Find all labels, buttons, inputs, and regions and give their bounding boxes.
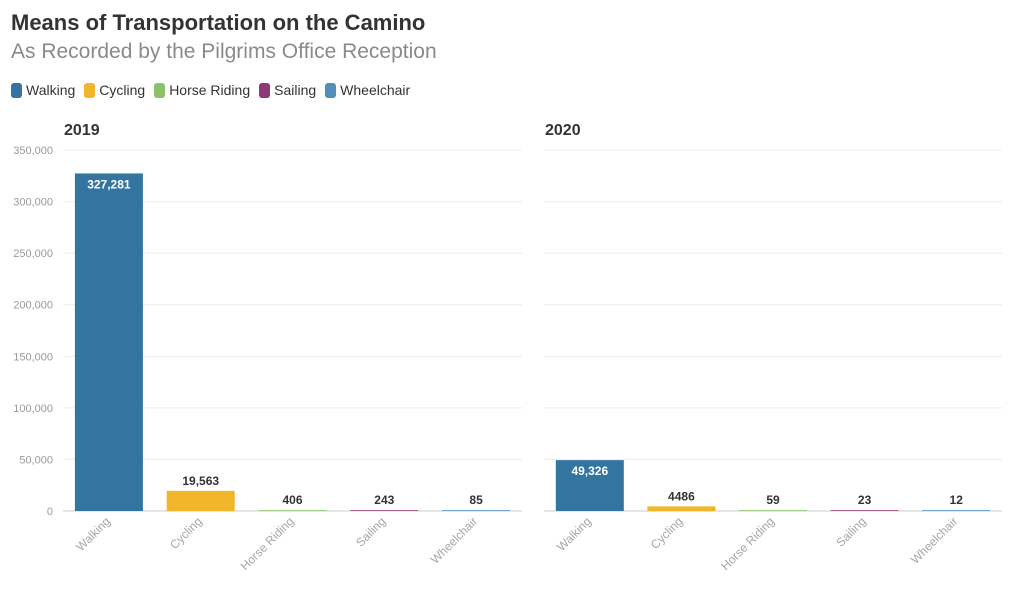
y-tick-label-2019-3: 150,000 [13, 351, 53, 363]
data-label-2019-cycling: 19,563 [182, 474, 219, 488]
chart-subtitle: As Recorded by the Pilgrims Office Recep… [11, 40, 437, 63]
y-tick-label-2019-7: 350,000 [13, 145, 53, 157]
data-label-2020-wheelchair: 12 [950, 493, 964, 507]
bar-2020-wheelchair [922, 510, 991, 511]
bar-2019-cycling [166, 490, 235, 511]
bar-2019-walking [74, 173, 143, 511]
y-tick-label-2019-2: 100,000 [13, 403, 53, 415]
x-tick-label-2020-cycling: Cycling [648, 514, 686, 552]
legend-label-horse-riding: Horse Riding [169, 82, 251, 98]
bar-2020-horse-riding [739, 510, 807, 511]
bar-2019-sailing [350, 510, 419, 511]
legend-swatch-walking [11, 82, 22, 98]
bar-2020-walking [555, 460, 624, 511]
chart-title: Means of Transportation on the Camino [11, 10, 426, 35]
legend-swatch-horse-riding [154, 82, 166, 98]
legend: Walking Cycling Horse Riding Sailing Whe… [11, 82, 410, 98]
legend-item-cycling[interactable]: Cycling [84, 82, 145, 98]
y-tick-label-2019-5: 250,000 [13, 248, 53, 260]
data-label-2019-sailing: 243 [374, 493, 394, 507]
legend-label-sailing: Sailing [274, 82, 317, 98]
y-tick-label-2019-6: 300,000 [13, 197, 53, 209]
legend-swatch-cycling [84, 82, 96, 98]
y-tick-label-2019-4: 200,000 [13, 300, 53, 312]
legend-swatch-sailing [259, 82, 271, 98]
x-tick-label-2019-walking: Walking [73, 514, 113, 554]
y-tick-label-2019-1: 50,000 [19, 454, 53, 466]
panel-title-2019: 2019 [64, 122, 100, 139]
data-label-2019-wheelchair: 85 [469, 493, 483, 507]
bar-2020-sailing [830, 510, 899, 511]
x-tick-label-2019-sailing: Sailing [353, 514, 388, 549]
bar-2019-horse-riding [258, 510, 327, 511]
x-tick-label-2019-horse-riding: Horse Riding [238, 514, 297, 573]
panel-title-2020: 2020 [545, 122, 581, 139]
data-label-2020-cycling: 4486 [668, 489, 695, 503]
bar-2020-cycling [647, 506, 716, 511]
legend-item-horse-riding[interactable]: Horse Riding [154, 82, 250, 98]
bar-2019-wheelchair [442, 510, 511, 511]
legend-label-wheelchair: Wheelchair [340, 82, 411, 98]
legend-item-sailing[interactable]: Sailing [259, 82, 316, 98]
x-tick-label-2020-horse-riding: Horse Riding [718, 514, 777, 573]
x-tick-label-2020-walking: Walking [554, 514, 594, 554]
data-label-2020-horse-riding: 59 [766, 493, 780, 507]
legend-label-cycling: Cycling [99, 82, 146, 98]
y-tick-label-2019-0: 0 [47, 506, 53, 518]
legend-swatch-wheelchair [325, 82, 337, 98]
data-label-2020-walking: 49,326 [571, 464, 608, 478]
legend-item-walking[interactable]: Walking [11, 82, 75, 98]
legend-item-wheelchair[interactable]: Wheelchair [325, 82, 410, 98]
x-tick-label-2019-wheelchair: Wheelchair [428, 514, 480, 566]
data-label-2019-walking: 327,281 [87, 177, 131, 191]
x-tick-label-2019-cycling: Cycling [167, 514, 205, 552]
x-tick-label-2020-sailing: Sailing [833, 514, 868, 549]
legend-label-walking: Walking [26, 82, 76, 98]
x-tick-label-2020-wheelchair: Wheelchair [908, 514, 960, 566]
data-label-2020-sailing: 23 [858, 493, 872, 507]
data-label-2019-horse-riding: 406 [282, 493, 302, 507]
